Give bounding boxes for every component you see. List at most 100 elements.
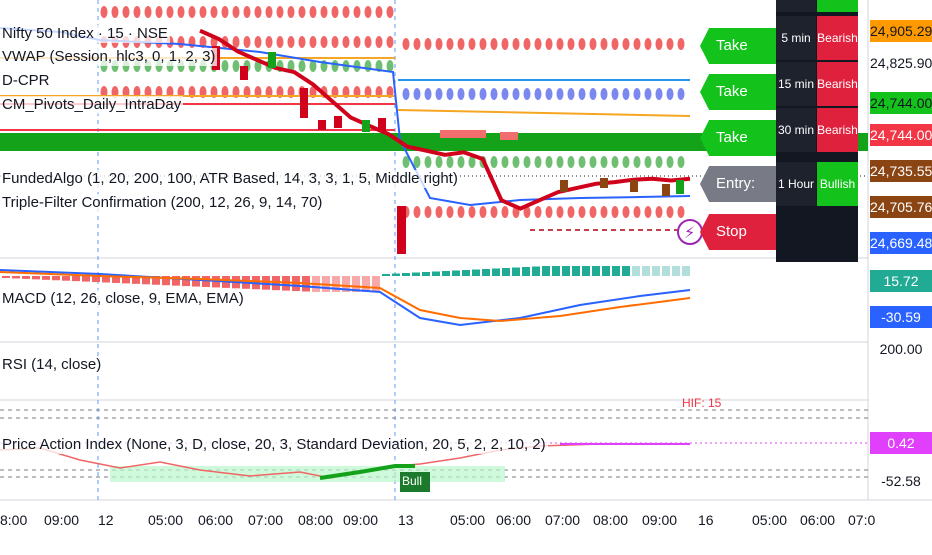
pivot-dot — [122, 6, 130, 18]
time-label: 12 — [98, 512, 114, 528]
indicator-vwap[interactable]: VWAP (Session, hlc3, 0, 1, 2, 3) — [0, 48, 218, 66]
pivot-dot — [177, 6, 185, 18]
tf-row-1hour: 1 Hour Bullish — [776, 162, 858, 208]
pivot-dot — [600, 38, 608, 50]
time-label: 8:00 — [0, 512, 28, 528]
pivot-dot — [364, 6, 372, 18]
pivot-dot — [111, 6, 119, 18]
macd-bar — [362, 276, 370, 292]
pivot-dot — [589, 88, 597, 100]
macd-bar — [592, 266, 600, 276]
pivot-dot — [479, 206, 487, 218]
pivot-dot — [254, 36, 262, 48]
pivot-dot — [254, 6, 262, 18]
time-label: 07:0 — [848, 512, 876, 528]
macd-bar — [402, 273, 410, 276]
pivot-dot — [666, 156, 674, 168]
tf-label: 15 min — [776, 62, 816, 106]
pivot-dot — [243, 36, 251, 48]
pivot-dot — [633, 88, 641, 100]
pivot-dot — [622, 38, 630, 50]
pivot-dot — [221, 6, 229, 18]
level-orange-today — [397, 109, 691, 117]
pivot-dot — [446, 88, 454, 100]
macd-bar — [482, 269, 490, 276]
rsi-label[interactable]: RSI (14, close) — [0, 356, 104, 374]
pivot-dot — [501, 88, 509, 100]
pai-scale-label-2: -52.58 — [870, 470, 932, 492]
macd-bar — [262, 276, 270, 290]
take-profit-flag-1: Take Profit — [700, 28, 776, 64]
indicator-fundedalgo[interactable]: FundedAlgo (1, 20, 200, 100, ATR Based, … — [0, 170, 460, 188]
stop-loss-flag: Stop Loss: 2 — [700, 214, 776, 250]
macd-label-2: -30.59 — [870, 306, 932, 328]
macd-bar — [32, 276, 40, 280]
pivot-dot — [413, 206, 421, 218]
macd-bar — [332, 276, 340, 292]
pivot-dot — [435, 38, 443, 50]
macd-bar — [442, 271, 450, 276]
pivot-dot — [556, 206, 564, 218]
macd-bar — [462, 270, 470, 276]
pivot-dot — [556, 38, 564, 50]
pivot-dot — [287, 36, 295, 48]
timeframe-table: 5 min Bearish 15 min Bearish 30 min Bear… — [776, 0, 858, 262]
pivot-dot — [309, 36, 317, 48]
pivot-dot — [424, 206, 432, 218]
pivot-dot — [342, 36, 350, 48]
macd-bar — [12, 276, 20, 279]
pivot-dot — [221, 60, 229, 72]
entry-flag: Entry: 2470 — [700, 166, 776, 202]
pivot-dot — [265, 6, 273, 18]
pivot-dot — [556, 156, 564, 168]
pivot-dot — [435, 156, 443, 168]
macd-bar — [372, 276, 380, 292]
pivot-dot — [490, 88, 498, 100]
pivot-dot — [578, 38, 586, 50]
macd-bar — [192, 276, 200, 287]
pai-label[interactable]: Price Action Index (None, 3, D, close, 2… — [0, 436, 548, 454]
time-label: 05:00 — [450, 512, 486, 528]
pivot-dot — [133, 6, 141, 18]
pivot-dot — [589, 206, 597, 218]
price-line — [199, 28, 691, 211]
indicator-dcpr[interactable]: D-CPR — [0, 72, 52, 90]
indicator-cm-pivots[interactable]: CM_Pivots_Daily_IntraDay — [0, 96, 184, 114]
tf-label: 30 min — [776, 108, 816, 152]
tf-row-15min: 15 min Bearish — [776, 62, 858, 108]
pivot-dot — [342, 6, 350, 18]
pivot-dot — [589, 38, 597, 50]
pivot-dot — [309, 6, 317, 18]
macd-bar — [532, 266, 540, 276]
macd-bar — [562, 266, 570, 276]
pivot-dot — [375, 36, 383, 48]
pivot-dot — [331, 6, 339, 18]
macd-bar — [202, 276, 210, 287]
pivot-dot — [600, 88, 608, 100]
pivot-dot — [424, 38, 432, 50]
macd-bar — [682, 266, 690, 276]
macd-bar — [542, 266, 550, 276]
pivot-dot — [479, 38, 487, 50]
macd-bar — [42, 276, 50, 280]
macd-label[interactable]: MACD (12, 26, close, 9, EMA, EMA) — [0, 290, 246, 308]
pivot-dot — [298, 60, 306, 72]
tf-label: 5 min — [776, 16, 816, 60]
pivot-dot — [320, 36, 328, 48]
symbol-title[interactable]: Nifty 50 Index · 15 · NSE — [0, 25, 170, 43]
time-label: 07:00 — [545, 512, 581, 528]
price-label-4: 24,744.00 — [870, 124, 932, 146]
pivot-dot — [545, 206, 553, 218]
indicator-triple-filter[interactable]: Triple-Filter Confirmation (200, 12, 26,… — [0, 194, 325, 212]
tf-label: 1 Hour — [776, 162, 816, 206]
pivot-dot — [655, 156, 663, 168]
macd-bar — [632, 266, 640, 276]
time-label: 16 — [698, 512, 714, 528]
pivot-dot — [512, 38, 520, 50]
take-profit-flag-2: Take Profit — [700, 74, 776, 110]
pivot-dot — [353, 60, 361, 72]
pivot-dot — [501, 206, 509, 218]
pivot-dot — [534, 88, 542, 100]
macd-histogram — [2, 266, 690, 292]
